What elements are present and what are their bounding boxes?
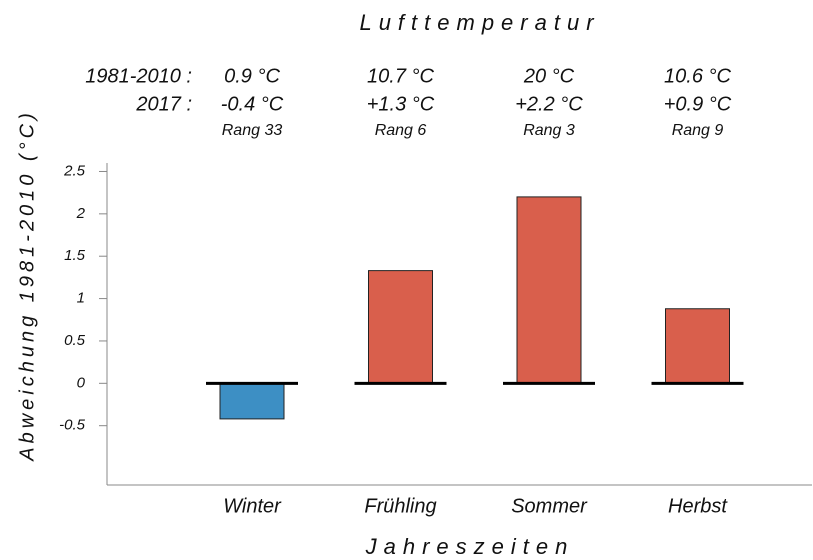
- normal-label: 0.9 °C: [224, 65, 280, 87]
- x-tick-label: Winter: [223, 495, 282, 517]
- value-label: +0.9 °C: [664, 93, 732, 115]
- bar: [219, 382, 285, 420]
- row-label: 1981-2010 :: [85, 65, 192, 87]
- x-tick-label: Sommer: [511, 495, 588, 517]
- bar: [368, 270, 433, 384]
- rank-label: Rang 3: [523, 122, 575, 139]
- x-axis-label: Jahreszeiten: [365, 534, 575, 559]
- rank-label: Rang 9: [672, 122, 724, 139]
- y-tick-label: -0.5: [59, 417, 86, 434]
- x-tick-label: Frühling: [364, 495, 436, 517]
- value-label: +2.2 °C: [515, 93, 583, 115]
- y-tick-label: 0: [77, 374, 86, 391]
- rank-label: Rang 6: [375, 122, 427, 139]
- bar: [516, 196, 582, 384]
- row-label: 2017 :: [135, 93, 192, 115]
- y-tick-label: 2: [76, 205, 86, 222]
- y-tick-label: 1.5: [64, 247, 86, 264]
- value-label: -0.4 °C: [221, 93, 284, 115]
- x-tick-label: Herbst: [668, 495, 728, 517]
- normal-label: 10.7 °C: [367, 65, 434, 87]
- y-tick-label: 0.5: [64, 332, 86, 349]
- chart-title: Lufttemperatur: [359, 10, 600, 35]
- normal-label: 20 °C: [523, 65, 575, 87]
- value-label: +1.3 °C: [367, 93, 435, 115]
- normal-label: 10.6 °C: [664, 65, 731, 87]
- bar: [665, 308, 730, 384]
- y-tick-label: 1: [77, 290, 85, 307]
- y-axis-label: Abweichung 1981-2010 (°C): [16, 109, 38, 461]
- rank-label: Rang 33: [222, 122, 283, 139]
- y-tick-label: 2.5: [63, 162, 86, 179]
